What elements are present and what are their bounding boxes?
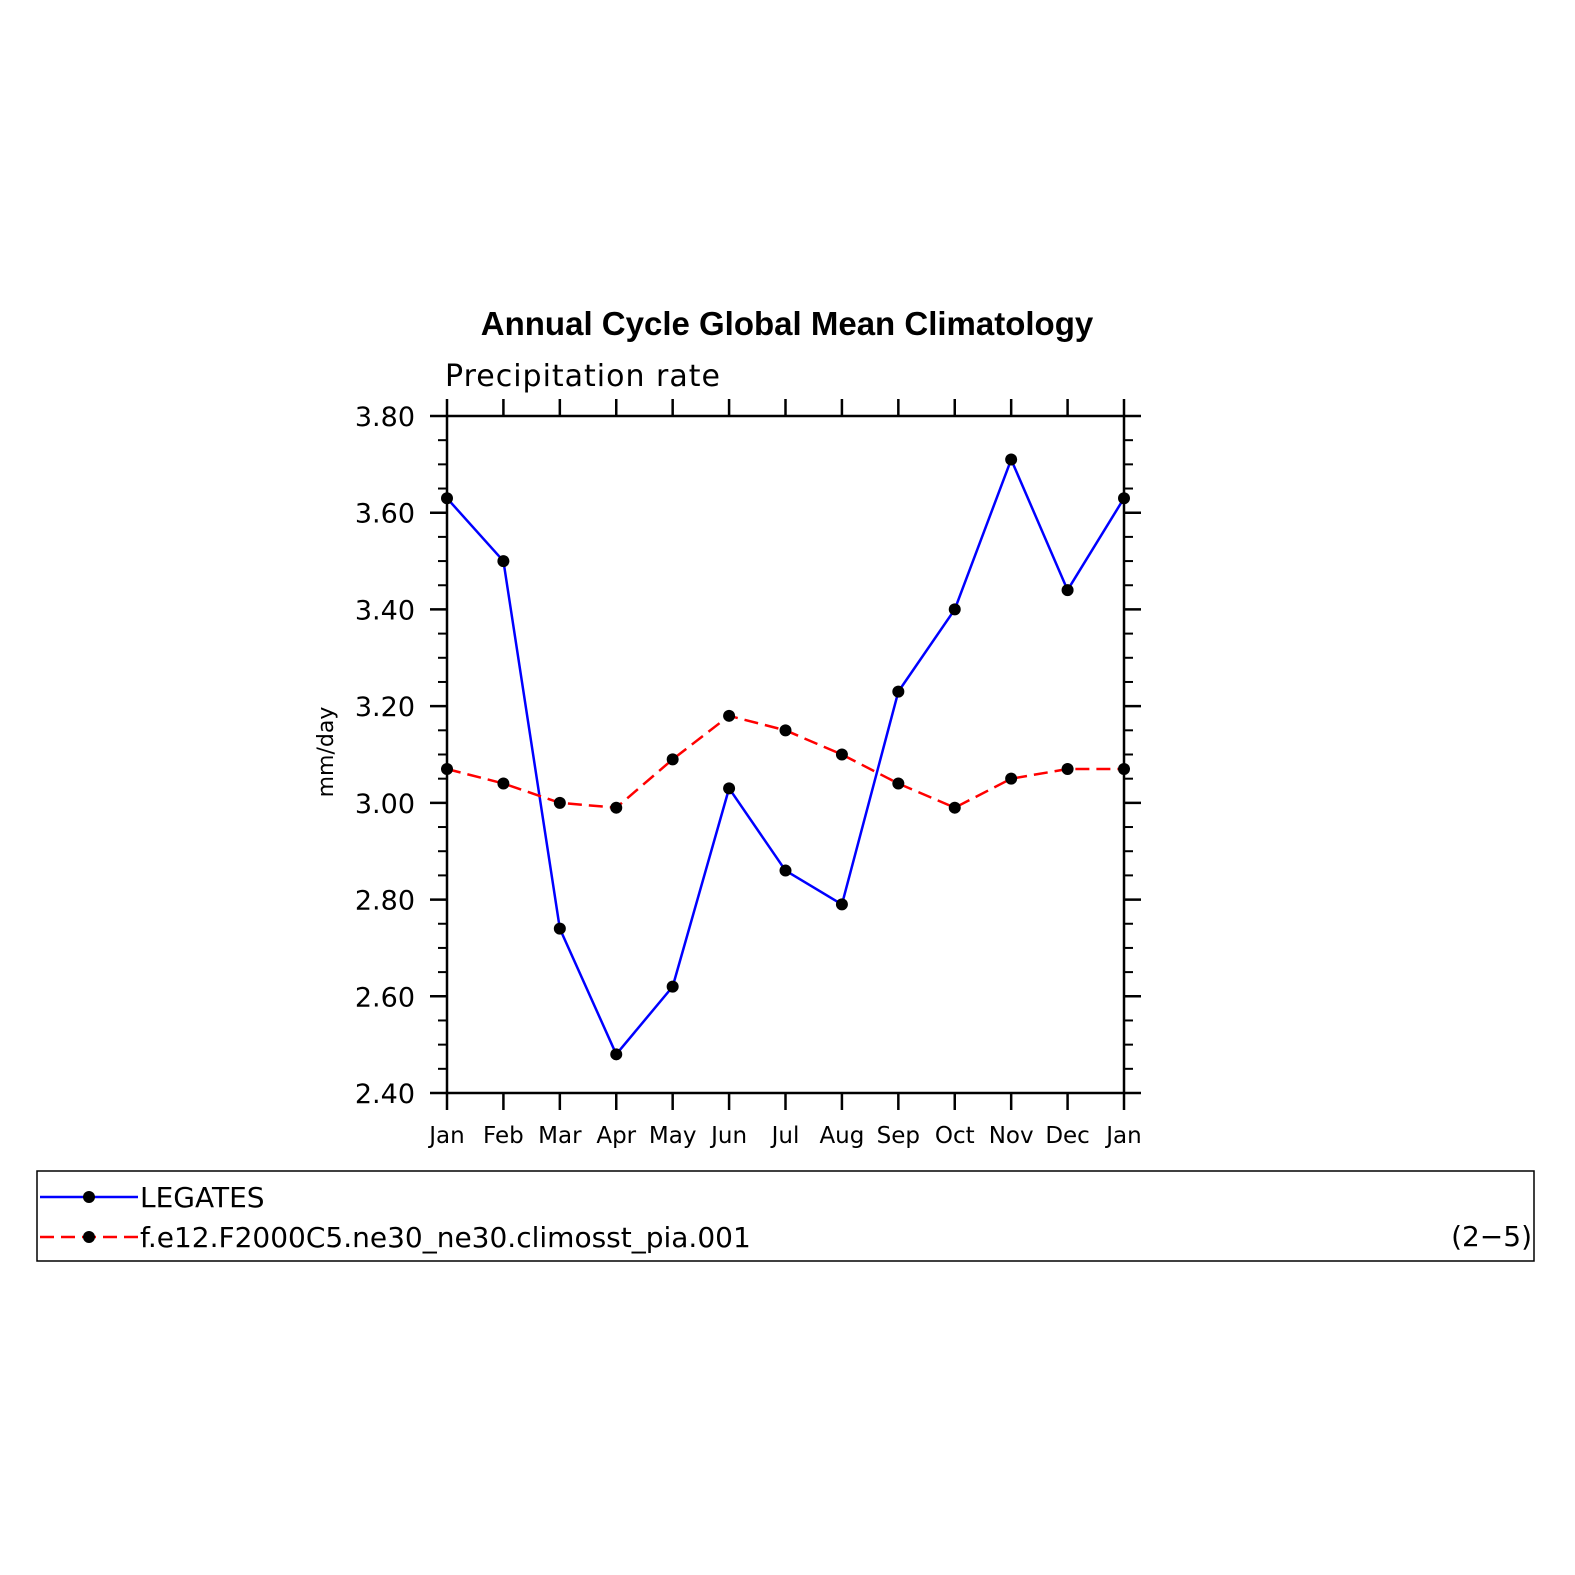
legend-box <box>36 1170 1535 1262</box>
data-point <box>948 801 961 814</box>
x-tick-label: May <box>649 1123 697 1149</box>
data-point <box>835 748 848 761</box>
x-tick-label: Dec <box>1045 1123 1090 1149</box>
data-point <box>553 922 566 935</box>
data-point <box>892 777 905 790</box>
x-tick-label: Jan <box>1104 1123 1141 1149</box>
legend-marker-sample <box>83 1191 95 1203</box>
x-tick-label: Apr <box>596 1123 636 1149</box>
data-point <box>666 980 679 993</box>
data-point <box>779 864 792 877</box>
legend-item-0: LEGATES <box>40 1181 265 1214</box>
series-1 <box>441 709 1130 814</box>
data-point <box>1005 772 1018 785</box>
y-tick-label: 2.40 <box>355 1079 415 1110</box>
series-0 <box>441 453 1130 1061</box>
legend-marker-sample <box>83 1231 95 1243</box>
data-point <box>1118 492 1130 505</box>
data-point <box>610 1048 623 1061</box>
data-point <box>1061 763 1074 776</box>
data-point <box>779 724 792 737</box>
data-point <box>1005 453 1018 466</box>
legend-label: f.e12.F2000C5.ne30_ne30.climosst_pia.001 <box>140 1221 751 1254</box>
data-point <box>666 753 679 766</box>
data-point <box>553 796 566 809</box>
data-point <box>835 898 848 911</box>
data-point <box>892 685 905 698</box>
data-point <box>948 603 961 616</box>
data-point <box>723 782 736 795</box>
x-tick-label: Feb <box>483 1123 524 1149</box>
y-tick-labels: 2.40 2.60 2.80 3.00 3.20 3.40 3.60 3.80 <box>355 402 415 1110</box>
x-tick-label: Nov <box>989 1123 1034 1149</box>
axis-ticks <box>430 399 1141 1110</box>
chart-title: Annual Cycle Global Mean Climatology <box>481 305 1094 342</box>
y-tick-label: 3.00 <box>355 789 415 820</box>
y-tick-label: 3.60 <box>355 499 415 530</box>
x-tick-label: Jun <box>709 1123 747 1149</box>
y-tick-label: 2.80 <box>355 886 415 917</box>
x-tick-labels: Jan Feb Mar Apr May Jun Jul Aug Sep Oct Nov Dec Jan <box>427 1123 1141 1149</box>
x-tick-label: Jan <box>427 1123 464 1149</box>
x-tick-label: Aug <box>819 1123 864 1149</box>
y-tick-label: 3.20 <box>355 692 415 723</box>
data-point <box>1061 584 1074 597</box>
data-point <box>497 555 510 568</box>
data-point <box>441 763 453 776</box>
y-tick-label: 3.40 <box>355 595 415 626</box>
panel-label: (2−5) <box>1451 1220 1532 1253</box>
series-layer <box>441 453 1130 1061</box>
legend-label: LEGATES <box>140 1181 265 1214</box>
chart-subtitle: Precipitation rate <box>445 359 721 394</box>
y-tick-label: 3.80 <box>355 402 415 433</box>
y-tick-label: 2.60 <box>355 982 415 1013</box>
x-tick-label: Jul <box>770 1123 800 1149</box>
x-tick-label: Mar <box>538 1123 582 1149</box>
data-point <box>610 801 623 814</box>
legend: LEGATES f.e12.F2000C5.ne30_ne30.climosst_… <box>36 1170 1535 1262</box>
x-tick-label: Oct <box>935 1123 975 1149</box>
data-point <box>1118 763 1130 776</box>
y-axis-label: mm/day <box>314 707 339 798</box>
data-point <box>723 709 736 722</box>
data-point <box>497 777 510 790</box>
data-point <box>441 492 453 505</box>
x-tick-label: Sep <box>877 1123 920 1149</box>
legend-item-1: f.e12.F2000C5.ne30_ne30.climosst_pia.001 <box>40 1221 751 1254</box>
